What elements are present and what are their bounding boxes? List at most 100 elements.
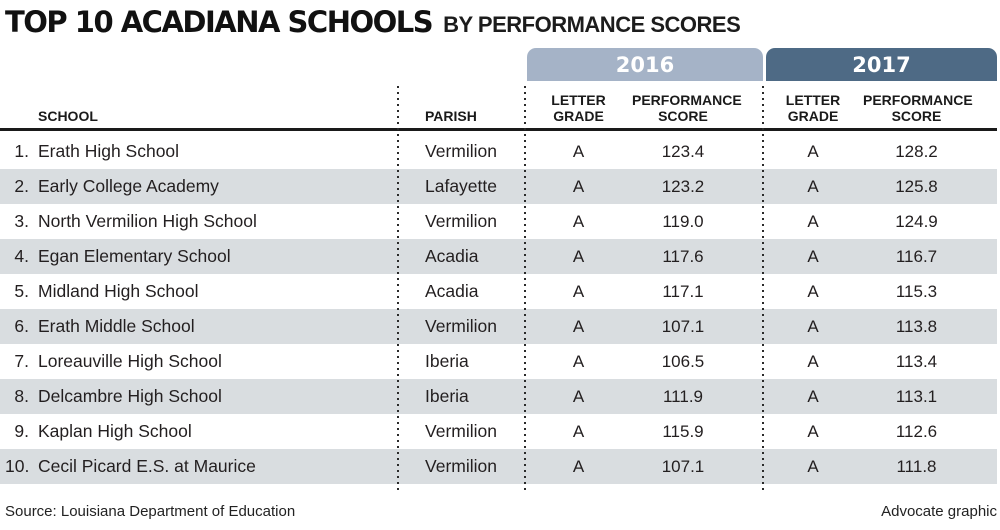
score-2016-cell: 117.6: [662, 246, 704, 266]
score-2017-cell: 128.2: [895, 141, 938, 161]
school-name: Midland High School: [38, 281, 199, 301]
score-2017-cell: 112.6: [895, 421, 938, 441]
school-name: Cecil Picard E.S. at Maurice: [38, 456, 256, 476]
school-cell: 9. Kaplan High School: [0, 421, 398, 442]
col-header-letter-grade-2017: LETTER GRADE: [785, 92, 841, 124]
grade-2017-cell: A: [807, 386, 819, 406]
table-row: 4. Egan Elementary School Acadia A 117.6…: [0, 239, 997, 274]
score-2017-cell: 116.7: [895, 246, 938, 266]
grade-2016-cell: A: [572, 176, 585, 196]
school-name: Kaplan High School: [38, 421, 192, 441]
rank-label: 4.: [14, 246, 29, 266]
parish-cell: Iberia: [425, 386, 469, 406]
school-name: Erath Middle School: [38, 316, 195, 336]
grade-2016-cell: A: [572, 456, 585, 476]
table-row: 5. Midland High School Acadia A 117.1 A …: [0, 274, 997, 309]
parish-cell: Acadia: [425, 281, 479, 301]
school-cell: 7. Loreauville High School: [0, 351, 398, 372]
school-cell: 2. Early College Academy: [0, 176, 398, 197]
tab-2017: 2017: [766, 48, 997, 81]
table-row: 9. Kaplan High School Vermilion A 115.9 …: [0, 414, 997, 449]
grade-2017-cell: A: [807, 351, 819, 371]
grade-2017-cell: A: [807, 246, 819, 266]
rank-label: 2.: [14, 176, 29, 196]
col-header-letter-grade-2016: LETTER GRADE: [551, 92, 606, 124]
grade-2017-cell: A: [807, 141, 819, 161]
column-divider-dotted: [397, 86, 399, 490]
rank-label: 3.: [14, 211, 29, 231]
rank-label: 1.: [14, 141, 29, 161]
score-2017-cell: 124.9: [895, 211, 938, 231]
school-name: Erath High School: [38, 141, 180, 161]
grade-2017-cell: A: [807, 211, 819, 231]
school-name: Egan Elementary School: [38, 246, 231, 266]
parish-cell: Acadia: [425, 246, 479, 266]
grade-2017-cell: A: [807, 456, 819, 476]
school-name: North Vermilion High School: [38, 211, 257, 231]
grade-2017-cell: A: [807, 281, 819, 301]
school-name: Loreauville High School: [38, 351, 222, 371]
school-cell: 4. Egan Elementary School: [0, 246, 398, 267]
score-2016-cell: 119.0: [662, 211, 704, 231]
parish-cell: Lafayette: [425, 176, 497, 196]
school-cell: 6. Erath Middle School: [0, 316, 398, 337]
grade-2017-cell: A: [807, 176, 819, 196]
parish-cell: Iberia: [425, 351, 469, 371]
grade-2016-cell: A: [572, 421, 585, 441]
score-2017-cell: 113.8: [895, 316, 938, 336]
col-header-parish: PARISH: [425, 108, 477, 124]
score-2016-cell: 117.1: [662, 281, 704, 301]
score-2017-cell: 125.8: [895, 176, 938, 196]
column-header-row: SCHOOL PARISH LETTER GRADE PERFORMANCE S…: [0, 85, 997, 131]
grade-2017-cell: A: [807, 421, 819, 441]
score-2017-cell: 113.4: [895, 351, 938, 371]
col-header-performance-score-2017: PERFORMANCE SCORE: [863, 92, 973, 124]
source-credit: Source: Louisiana Department of Educatio…: [5, 503, 296, 520]
tab-2016: 2016: [527, 48, 763, 81]
table-row: 3. North Vermilion High School Vermilion…: [0, 204, 997, 239]
school-cell: 1. Erath High School: [0, 141, 398, 162]
school-cell: 5. Midland High School: [0, 281, 398, 302]
table-row: 8. Delcambre High School Iberia A 111.9 …: [0, 379, 997, 414]
grade-2016-cell: A: [572, 211, 585, 231]
table-row: 2. Early College Academy Lafayette A 123…: [0, 169, 997, 204]
col-header-school: SCHOOL: [38, 108, 98, 124]
grade-2016-cell: A: [572, 246, 585, 266]
grade-2016-cell: A: [572, 316, 585, 336]
graphic-credit: Advocate graphic: [881, 503, 997, 520]
page-subtitle: BY PERFORMANCE SCORES: [443, 12, 741, 37]
col-header-performance-score-2016: PERFORMANCE SCORE: [632, 92, 742, 124]
school-name: Early College Academy: [38, 176, 219, 196]
parish-cell: Vermilion: [425, 421, 497, 441]
column-divider-dotted: [762, 86, 764, 490]
rank-label: 6.: [14, 316, 29, 336]
parish-cell: Vermilion: [425, 141, 497, 161]
table-row: 7. Loreauville High School Iberia A 106.…: [0, 344, 997, 379]
column-divider-dotted: [524, 86, 526, 490]
score-2016-cell: 123.4: [661, 141, 705, 161]
grade-2016-cell: A: [572, 141, 585, 161]
school-cell: 10. Cecil Picard E.S. at Maurice: [0, 456, 398, 477]
score-2017-cell: 113.1: [895, 386, 938, 406]
school-cell: 3. North Vermilion High School: [0, 211, 398, 232]
grade-2016-cell: A: [572, 281, 585, 301]
score-2016-cell: 111.9: [662, 386, 704, 406]
school-name: Delcambre High School: [38, 386, 222, 406]
title-bar: TOP 10 ACADIANA SCHOOLS BY PERFORMANCE S…: [5, 5, 741, 39]
table-body: 1. Erath High School Vermilion A 123.4 A…: [0, 134, 997, 484]
table-row: 1. Erath High School Vermilion A 123.4 A…: [0, 134, 997, 169]
footer: Source: Louisiana Department of Educatio…: [5, 503, 997, 520]
grade-2016-cell: A: [572, 386, 585, 406]
parish-cell: Vermilion: [425, 211, 497, 231]
score-2016-cell: 107.1: [661, 316, 705, 336]
grade-2017-cell: A: [807, 316, 819, 336]
rank-label: 10.: [5, 456, 30, 476]
rank-label: 8.: [14, 386, 29, 406]
score-2017-cell: 115.3: [895, 281, 938, 301]
school-cell: 8. Delcambre High School: [0, 386, 398, 407]
parish-cell: Vermilion: [425, 316, 497, 336]
score-2016-cell: 106.5: [661, 351, 705, 371]
score-2016-cell: 123.2: [661, 176, 705, 196]
rank-label: 9.: [14, 421, 29, 441]
rank-label: 5.: [14, 281, 29, 301]
